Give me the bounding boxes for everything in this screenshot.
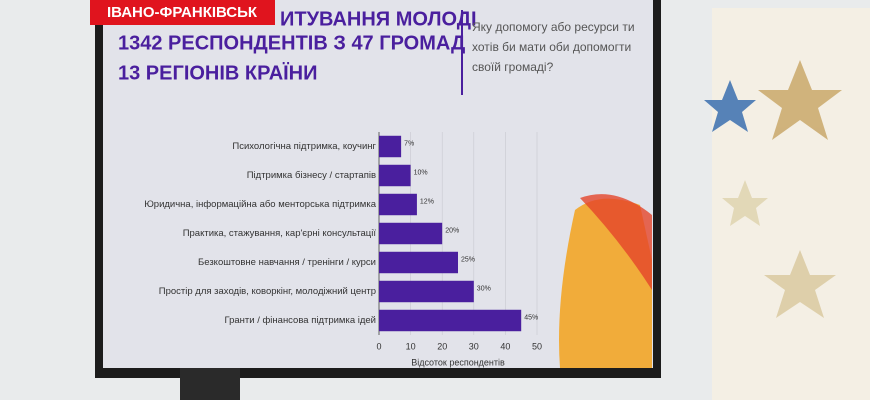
y-tick-label: Юридична, інформаційна або менторська пі… bbox=[144, 199, 377, 210]
question: хотів би мати оби допомогти bbox=[472, 40, 631, 54]
y-tick-label: Безкоштовне навчання / тренінги / курси bbox=[198, 257, 376, 268]
x-tick-label: 0 bbox=[376, 341, 381, 351]
question: своїй громаді? bbox=[472, 60, 554, 74]
value-label: 7% bbox=[404, 140, 414, 147]
slide-heading: ИТУВАННЯ МОЛОДІ bbox=[280, 8, 477, 30]
decor-blob bbox=[580, 194, 652, 290]
bar bbox=[379, 164, 411, 187]
value-label: 12% bbox=[420, 198, 434, 205]
y-tick-label: Підтримка бізнесу / стартапів bbox=[247, 170, 376, 181]
x-tick-label: 20 bbox=[437, 341, 447, 351]
x-tick-label: 30 bbox=[469, 341, 479, 351]
x-tick-label: 50 bbox=[532, 341, 542, 351]
y-tick-label: Простір для заходів, коворкінг, молодіжн… bbox=[159, 286, 376, 297]
bar bbox=[379, 251, 458, 274]
bar bbox=[379, 222, 443, 245]
bar bbox=[379, 135, 402, 158]
value-label: 45% bbox=[524, 314, 538, 321]
y-tick-label: Практика, стажування, кар'єрні консульта… bbox=[183, 228, 377, 239]
location-banner bbox=[90, 0, 275, 25]
x-tick-label: 40 bbox=[500, 341, 510, 351]
x-axis-label: Відсоток респондентів bbox=[411, 357, 505, 367]
slide-heading: 13 РЕГІОНІВ КРАЇНИ bbox=[118, 61, 318, 84]
location-label: ІВАНО-ФРАНКІВСЬК bbox=[107, 4, 258, 21]
bar bbox=[379, 309, 522, 332]
value-label: 10% bbox=[414, 169, 428, 176]
value-label: 30% bbox=[477, 285, 491, 292]
y-tick-label: Психологічна підтримка, коучинг bbox=[232, 141, 376, 152]
bar bbox=[379, 280, 474, 303]
bar bbox=[379, 193, 417, 216]
decor-stars bbox=[704, 60, 842, 318]
question: Яку допомогу або ресурси ти bbox=[472, 20, 635, 34]
value-label: 25% bbox=[461, 256, 475, 263]
value-label: 20% bbox=[445, 227, 459, 234]
monitor-stand bbox=[180, 368, 240, 400]
y-tick-label: Гранти / фінансова підтримка ідей bbox=[224, 315, 376, 326]
x-tick-label: 10 bbox=[406, 341, 416, 351]
slide-heading: 1342 РЕСПОНДЕНТІВ З 47 ГРОМАД bbox=[118, 32, 465, 54]
